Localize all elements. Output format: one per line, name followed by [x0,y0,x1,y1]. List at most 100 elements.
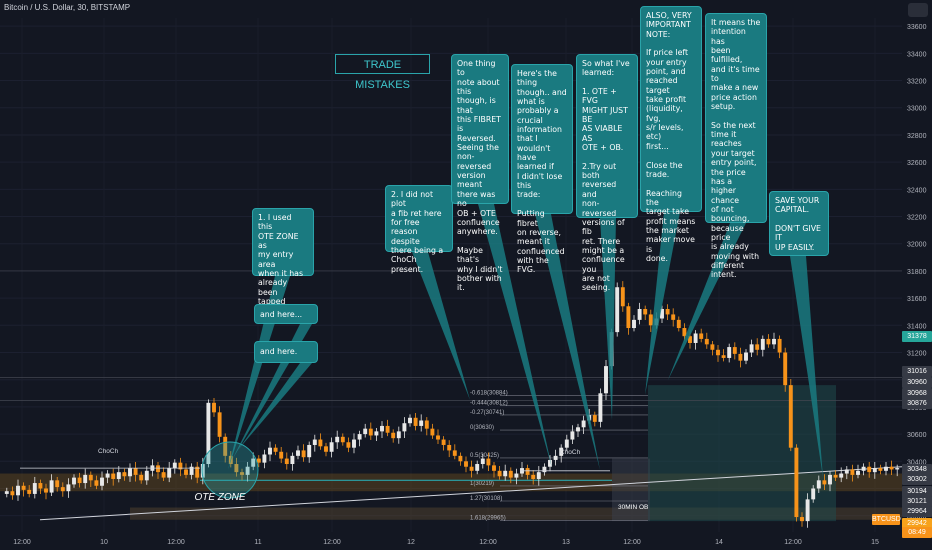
choch-label: ChoCh [560,449,581,456]
price-tick-label: 33000 [907,106,927,113]
price-tick-label: 32200 [907,215,927,222]
candle-body [738,353,743,361]
candle-body [514,473,519,478]
fib-label: -0.444(30812) [470,400,508,406]
candle-body [648,314,653,326]
candle-body [368,428,373,436]
candle-body [800,517,804,522]
price-tick-label: 30600 [907,432,927,439]
candle-body [83,474,88,484]
pointer-note-7 [668,223,746,380]
candle-body [833,474,838,478]
fib-label: -0.618(30884) [470,390,508,396]
candle-body [105,473,110,478]
candle-body [671,314,676,320]
candle-body [223,436,228,456]
time-tick-label: 12:00 [784,539,802,546]
price-tag: 30960 [902,377,932,388]
candle-body [111,473,116,479]
candle-body [396,431,401,439]
candle-body [660,308,664,319]
candle-body [251,458,256,467]
candle-body [783,352,788,386]
candle-body [178,462,183,470]
candle-body [189,466,194,475]
candle-body [682,328,687,337]
candle-body [212,402,216,413]
chart-zones: -0.618(30884) -0.444(30812) -0.27(30741) 0(… [0,270,903,522]
candle-body [156,465,160,473]
candle-body [688,336,692,343]
price-axis-bg [902,0,932,550]
candle-body [458,455,463,462]
candle-body [704,338,709,345]
time-tick-label: 14 [715,539,723,546]
price-tick-label: 32000 [907,242,927,249]
candle-body [542,466,547,473]
candle-body [856,470,860,475]
price-tick-label: 32800 [907,133,927,140]
note-no-fib: 2. I did not plot a fib ret here for fre… [385,185,453,274]
candle-body [581,420,586,428]
candle-body [441,439,446,445]
candle-body [94,480,99,486]
candle-body [38,483,43,489]
price-tick-label: 31800 [907,269,927,276]
candle-body [245,466,250,475]
candle-body [116,472,121,479]
time-tick-label: 12:00 [167,539,185,546]
candle-body [240,472,244,475]
candle-body [766,338,771,345]
candle-body [100,477,104,486]
note-and-here-2: and here. [254,341,318,363]
candle-body [312,439,317,445]
price-tick-label: 33400 [907,51,927,58]
candle-body [744,352,748,361]
price-tag: 30194 [902,486,932,497]
candle-body [553,455,558,460]
candle-body [626,306,631,329]
candle-body [200,464,205,478]
candle-body [822,480,827,485]
price-tag: 31378 [902,331,932,342]
candle-body [172,462,177,469]
entry-box [612,458,650,522]
candle-body [447,444,452,451]
candle-body [710,344,715,350]
candle-body [77,477,82,484]
candle-body [469,466,474,471]
candle-body [788,385,793,448]
candle-body [32,483,37,494]
candle-body [604,366,608,394]
pointer-here-2 [238,363,312,450]
candle-body [161,472,166,478]
candle-body [128,468,132,477]
candle-body [828,474,832,485]
candles [4,281,900,528]
candle-body [693,333,698,343]
candle-body [144,470,149,481]
candle-body [296,450,300,456]
candle-body [4,491,9,494]
candle-body [486,458,491,466]
candle-body [895,468,900,470]
candle-body [721,355,726,358]
candle-body [307,444,312,458]
candle-body [637,308,642,320]
candle-body [676,319,681,329]
candle-body [480,458,485,465]
candle-body [839,473,844,478]
note-and-here-1: and here... [254,304,318,324]
candle-body [21,485,26,490]
price-tick-label: 31600 [907,296,927,303]
chart-menu-button[interactable] [908,3,928,17]
pointer-note-4 [535,214,600,470]
candle-body [256,458,261,463]
candle-body [861,466,866,471]
candle-body [760,338,765,350]
candle-body [844,469,849,474]
candle-body [755,344,760,350]
candle-body [206,402,211,465]
note-crucial-info: Here's the thing though.. and what is pr… [511,64,573,274]
time-tick-label: 12:00 [623,539,641,546]
